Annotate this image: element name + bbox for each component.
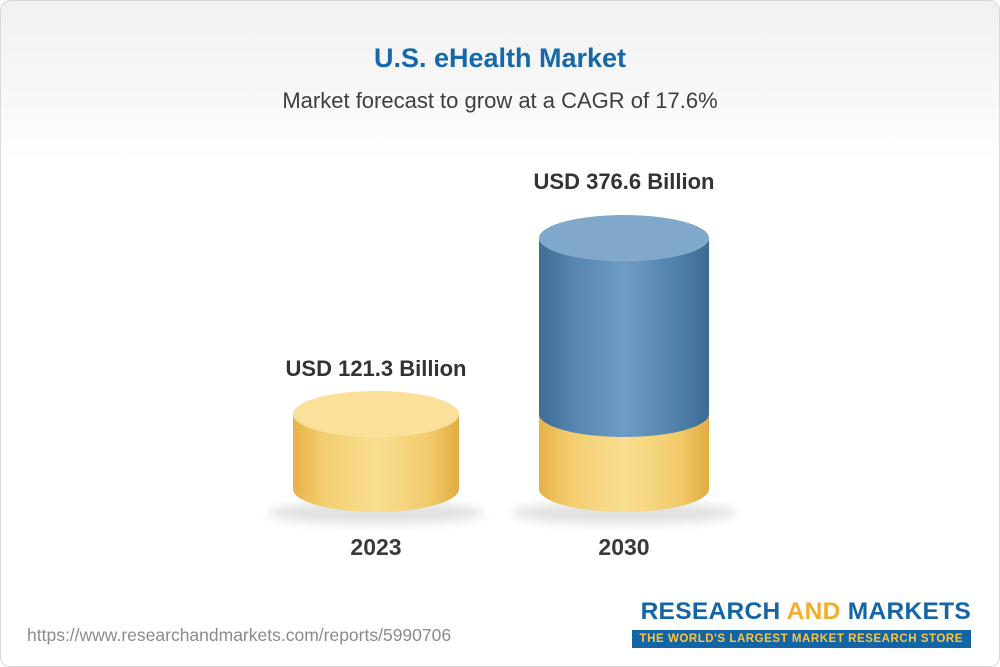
chart-title: U.S. eHealth Market [373, 43, 627, 73]
cylinder-shadows [268, 502, 736, 524]
logo-word-research: RESEARCH [640, 598, 781, 625]
logo-tagline: THE WORLD'S LARGEST MARKET RESEARCH STOR… [631, 630, 971, 648]
report-url: https://www.researchandmarkets.com/repor… [27, 625, 452, 645]
logo-word-markets: MARKETS [847, 598, 971, 625]
chart-subtitle: Market forecast to grow at a CAGR of 17.… [282, 88, 718, 113]
category-label-2023: 2023 [350, 534, 402, 560]
research-and-markets-logo: RESEARCH AND MARKETS THE WORLD'S LARGEST… [631, 598, 971, 648]
category-label-2030: 2030 [598, 534, 650, 560]
value-label-2030: USD 376.6 Billion [533, 169, 715, 194]
cylinder-2023 [293, 391, 459, 512]
logo-word-and: AND [786, 598, 841, 625]
logo-wordmark: RESEARCH AND MARKETS [632, 598, 971, 626]
value-label-2023: USD 121.3 Billion [285, 356, 467, 381]
cylinder-2030 [539, 215, 709, 512]
